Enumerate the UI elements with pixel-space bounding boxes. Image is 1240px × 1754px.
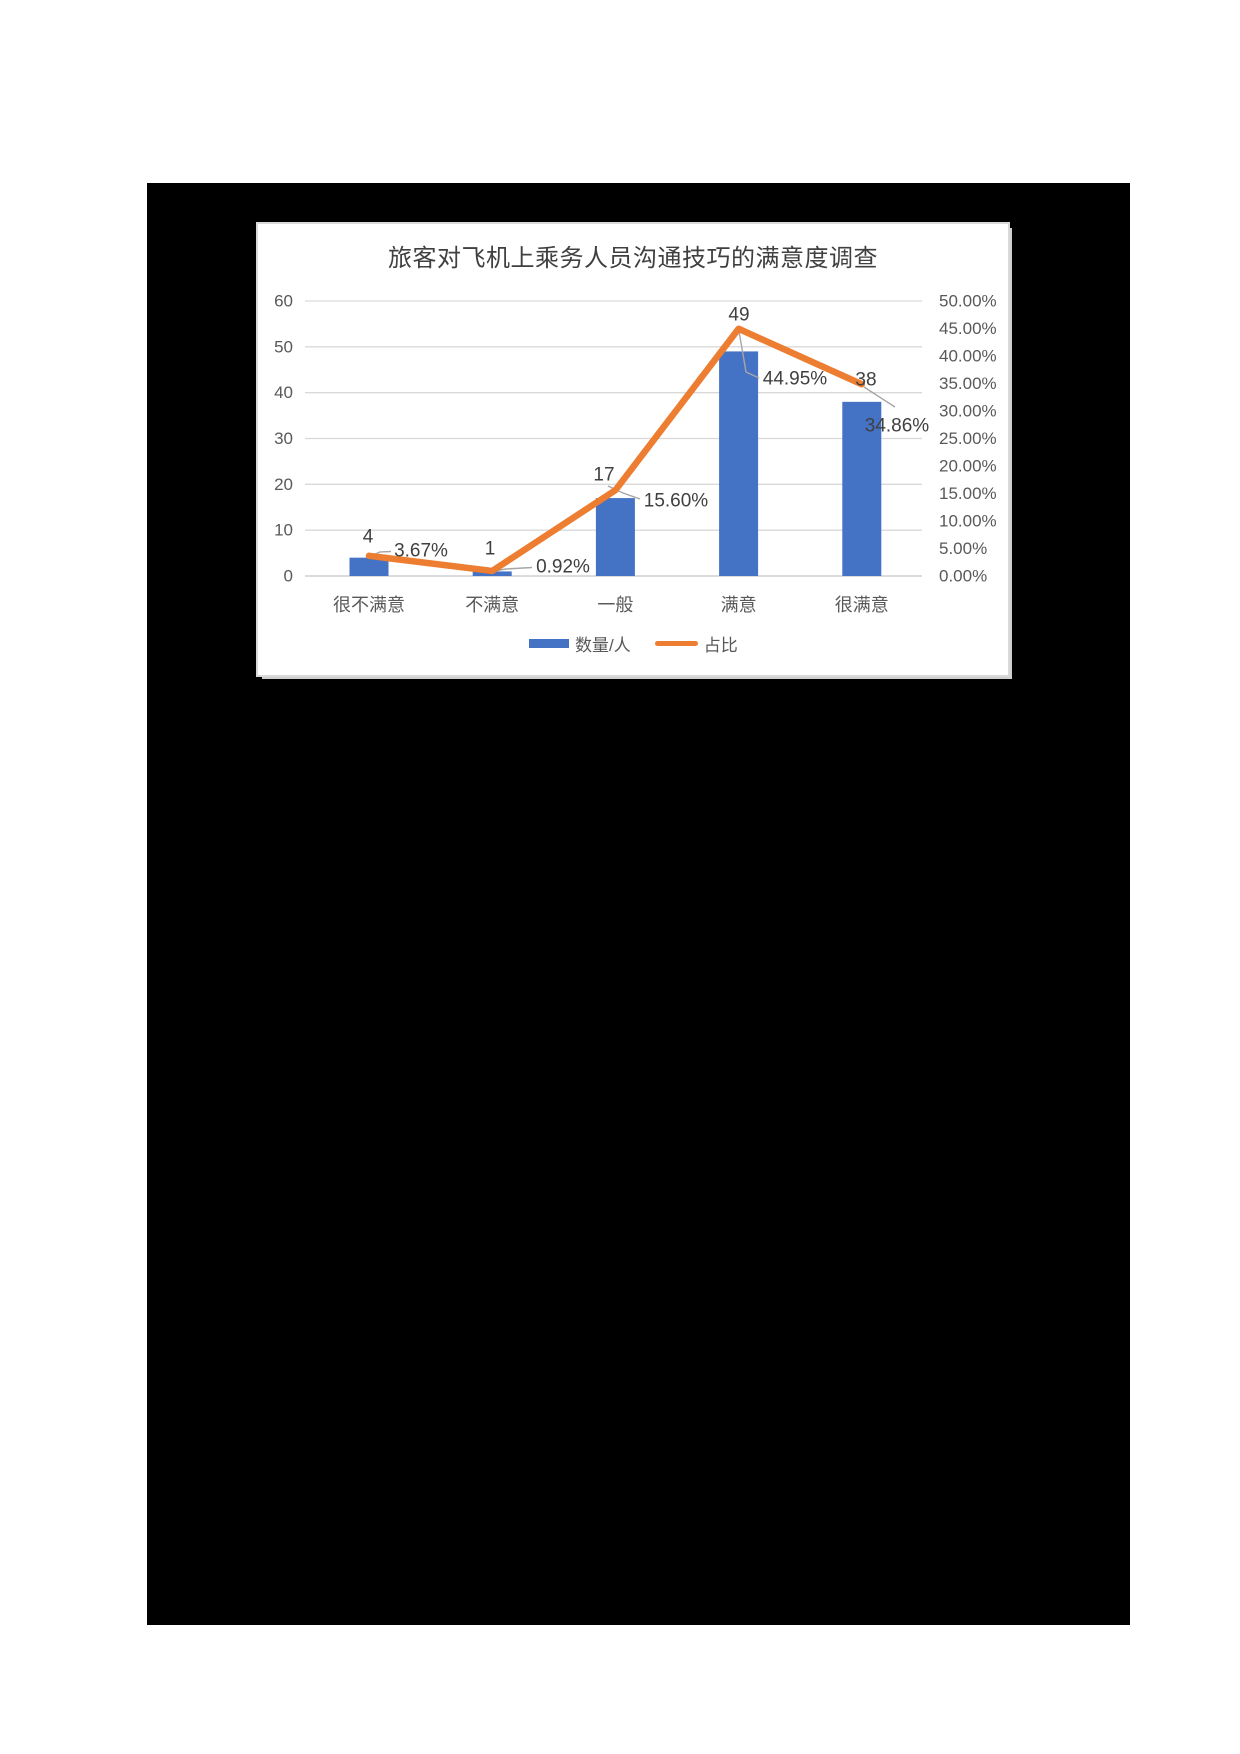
y-axis-tick-right: 5.00% — [939, 539, 987, 558]
bar-value-label: 4 — [363, 527, 374, 548]
percentage-line — [365, 325, 866, 575]
y-axis-tick-left: 30 — [274, 429, 293, 448]
y-axis-tick-right: 20.00% — [939, 457, 997, 476]
bar — [595, 498, 635, 576]
y-axis-tick-left: 60 — [274, 292, 293, 311]
bar — [842, 401, 882, 576]
bar-value-label: 38 — [855, 370, 876, 391]
bar-value-label: 49 — [728, 305, 749, 326]
x-axis-label: 满意 — [721, 595, 757, 615]
bar — [349, 557, 389, 576]
legend-label-bars: 数量/人 — [575, 635, 631, 655]
y-axis-tick-left: 40 — [274, 383, 293, 402]
percent-value-label: 34.86% — [865, 416, 930, 437]
y-axis-tick-right: 0.00% — [939, 567, 987, 586]
leader-line — [738, 330, 760, 379]
chart-plot-area: 605040302010050.00%45.00%40.00%35.00%30.… — [274, 292, 997, 616]
x-axis-label: 很满意 — [835, 595, 889, 615]
y-axis-tick-right: 50.00% — [939, 292, 997, 311]
percent-value-label: 15.60% — [644, 491, 709, 512]
y-axis-tick-right: 25.00% — [939, 429, 997, 448]
y-axis-tick-right: 30.00% — [939, 402, 997, 421]
y-axis-tick-right: 45.00% — [939, 319, 997, 338]
y-axis-tick-right: 15.00% — [939, 484, 997, 503]
y-axis-tick-left: 20 — [274, 475, 293, 494]
bar-value-label: 1 — [485, 539, 496, 560]
y-axis-tick-right: 40.00% — [939, 347, 997, 366]
y-axis-tick-left: 50 — [274, 337, 293, 356]
chart-title: 旅客对飞机上乘务人员沟通技巧的满意度调查 — [388, 245, 878, 272]
bar — [719, 351, 759, 576]
chart-legend: 数量/人 占比 — [529, 632, 738, 655]
y-axis-tick-right: 35.00% — [939, 374, 997, 393]
chart-card[interactable]: 旅客对飞机上乘务人员沟通技巧的满意度调查 60 50 40 30 20 10 0 50.00%… — [258, 224, 1008, 675]
percent-value-label: 44.95% — [763, 369, 828, 390]
y-axis-tick-right: 10.00% — [939, 512, 997, 531]
percent-value-label: 0.92% — [536, 557, 590, 578]
document-canvas: 旅客对飞机上乘务人员沟通技巧的满意度调查 60 50 40 30 20 10 0 50.00%… — [147, 183, 1130, 1625]
legend-label-line: 占比 — [703, 635, 738, 655]
y-axis-tick-left: 0 — [284, 567, 293, 586]
leader-line — [863, 386, 896, 408]
x-axis-label: 一般 — [597, 595, 633, 615]
bar-value-label: 17 — [593, 465, 614, 486]
x-axis-label: 很不满意 — [333, 595, 405, 615]
percent-value-label: 3.67% — [394, 541, 448, 562]
legend-bar-swatch-icon — [529, 638, 569, 648]
y-axis-tick-left: 10 — [274, 521, 293, 540]
legend-line-swatch-icon — [654, 640, 698, 646]
x-axis-label: 不满意 — [465, 595, 519, 615]
